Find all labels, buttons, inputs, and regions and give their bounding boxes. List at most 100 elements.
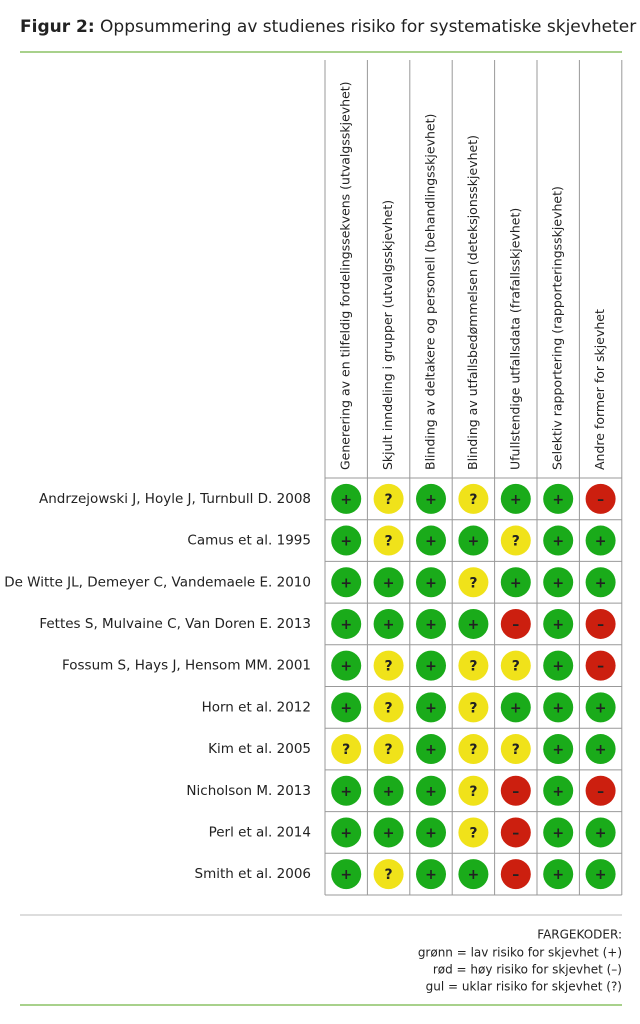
rating-dot [543,483,574,514]
legend-heading: FARGEKODER: [537,928,622,942]
rating-dot [373,817,404,848]
study-label: De Witte JL, Demeyer C, Vandemaele E. 20… [4,574,311,590]
column-header: Selektiv rapportering (rapporteringsskje… [550,186,565,470]
rating-dot [500,567,531,598]
rating-dot [585,692,616,723]
rating-dot [416,775,446,806]
rating-dot [331,483,362,514]
study-label: Kim et al. 2005 [208,741,311,757]
study-label: Smith et al. 2006 [195,866,311,882]
rating-dot [543,734,574,765]
rating-symbol: ? [469,825,477,841]
rating-symbol: + [340,492,352,508]
rating-symbol: ? [385,700,393,716]
rating-dot [585,775,616,806]
rating-symbol: + [383,617,395,633]
rating-dot [543,775,574,806]
rating-dot [373,567,404,598]
rating-symbol: ? [385,867,393,883]
column-header: Blinding av deltakere og personell (beha… [423,114,438,470]
rating-dot [500,817,531,848]
rating-dot [458,859,489,890]
rating-symbol: – [512,867,519,883]
rating-dot [458,775,489,806]
rating-symbol: + [552,492,564,508]
rating-symbol: ? [385,659,393,675]
rating-symbol: + [425,534,437,550]
rating-symbol: + [552,575,564,591]
rating-dot [585,525,616,556]
rating-dot [543,650,574,681]
rating-symbol: – [512,617,519,633]
rating-symbol: ? [385,534,393,550]
rating-dot [373,775,404,806]
rating-dot [373,525,404,556]
rating-dot [585,567,616,598]
rating-symbol: + [425,659,437,675]
rating-dot [585,650,616,681]
rating-symbol: + [552,825,564,841]
rating-dot [458,817,489,848]
rating-dot [416,483,446,514]
study-label: Camus et al. 1995 [187,533,311,549]
rating-symbol: + [340,784,352,800]
rating-symbol: + [340,575,352,591]
study-label: Perl et al. 2014 [209,824,311,840]
rating-symbol: ? [469,492,477,508]
rating-symbol: ? [342,742,350,758]
rating-dot [416,567,446,598]
rating-symbol: – [597,617,604,633]
rating-symbol: + [468,867,480,883]
rating-symbol: ? [385,492,393,508]
rating-symbol: ? [469,742,477,758]
rating-symbol: + [383,825,395,841]
rating-dot [373,483,404,514]
rating-symbol: + [468,534,480,550]
rating-symbol: + [425,700,437,716]
rating-dot [416,525,446,556]
title-text: Oppsummering av studienes risiko for sys… [100,17,636,37]
rating-symbol: ? [469,700,477,716]
rating-symbol: + [340,825,352,841]
rating-symbol: + [552,534,564,550]
rating-symbol: + [383,575,395,591]
rating-symbol: ? [512,534,520,550]
column-header: Ufullstendige utfallsdata (frafallsskjev… [507,208,522,470]
rating-dot [373,859,404,890]
rating-symbol: + [552,784,564,800]
rating-dot [585,859,616,890]
rating-symbol: + [425,784,437,800]
rating-dot [458,567,489,598]
rating-symbol: + [552,700,564,716]
rating-dot [373,608,404,639]
rating-symbol: + [510,492,522,508]
column-header: Blinding av utfallsbedømmelsen (deteksjo… [465,135,480,470]
rating-dot [458,734,489,765]
rating-symbol: – [597,659,604,675]
rating-dot [331,817,362,848]
rating-symbol: + [425,575,437,591]
rating-dot [373,650,404,681]
rating-symbol: + [425,742,437,758]
rating-symbol: + [425,867,437,883]
rating-symbol: + [595,700,607,716]
rating-dot [331,692,362,723]
rating-dot [331,567,362,598]
rating-dot [500,650,531,681]
rating-symbol: ? [512,742,520,758]
rating-dot [458,608,489,639]
rating-symbol: + [595,742,607,758]
rating-symbol: + [383,784,395,800]
rating-symbol: + [552,742,564,758]
rating-symbol: + [552,659,564,675]
rating-symbol: + [340,534,352,550]
rating-symbol: + [425,617,437,633]
rating-symbol: – [597,492,604,508]
figure-label: Figur 2: [20,17,95,37]
rating-dot [585,734,616,765]
rating-symbol: + [595,867,607,883]
rating-dot [585,608,616,639]
column-header: Skjult inndeling i grupper (utvalgsskjev… [380,200,395,470]
rating-symbol: + [595,534,607,550]
rating-dot [331,734,362,765]
